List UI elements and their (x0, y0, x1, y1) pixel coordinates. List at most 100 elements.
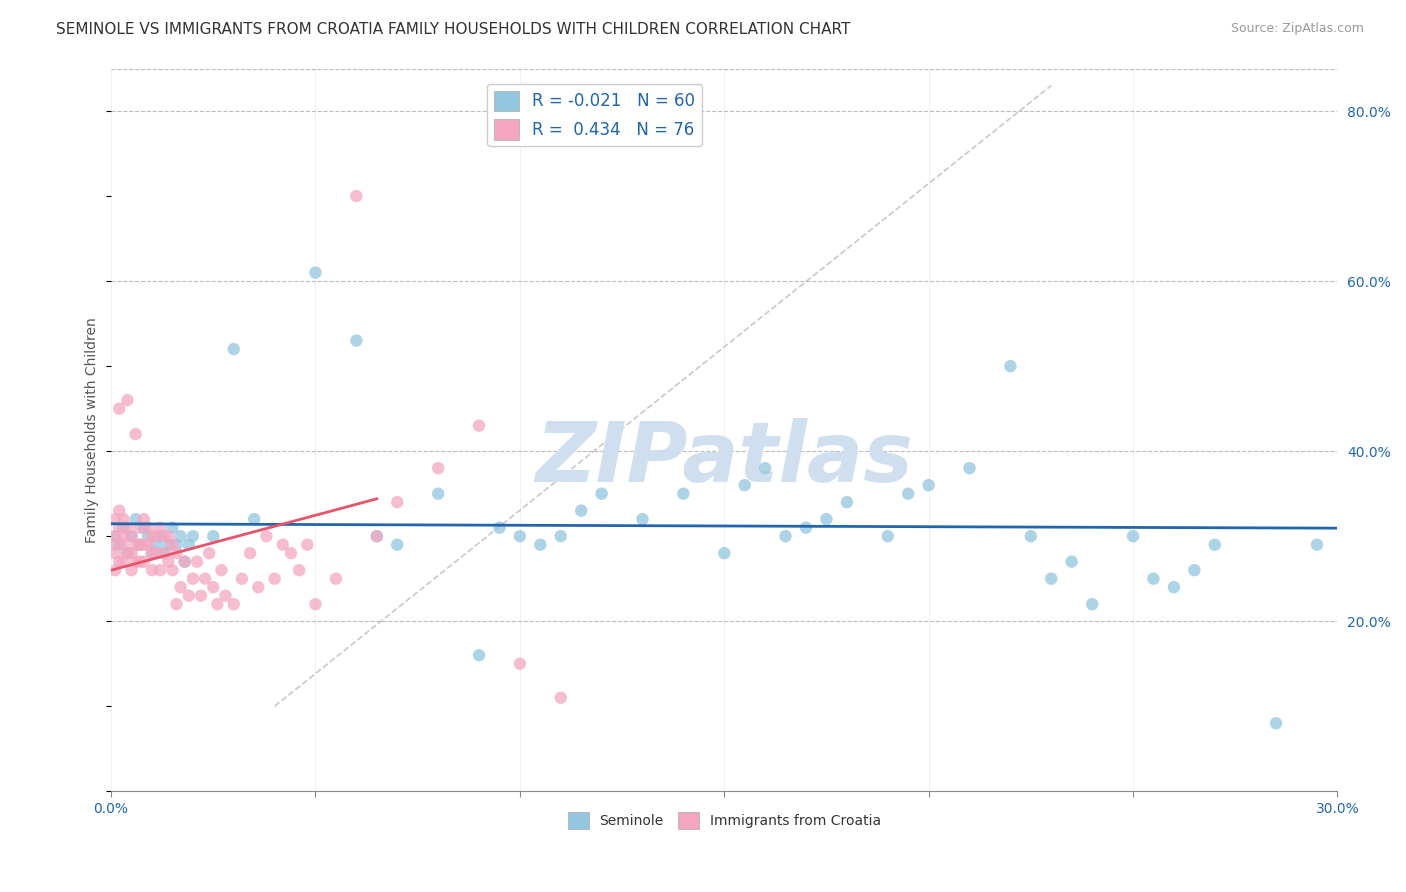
Point (1040, 572, 1063, 586)
Point (136, 529, 159, 543)
Point (387, 495, 409, 509)
Point (1122, 529, 1144, 543)
Point (529, 538, 551, 552)
Point (124, 512, 146, 526)
Point (177, 538, 200, 552)
Point (141, 546, 163, 560)
Point (112, 521, 135, 535)
Point (108, 538, 131, 552)
Point (247, 580, 270, 594)
Point (128, 538, 150, 552)
Point (550, 690, 572, 705)
Point (509, 529, 531, 543)
Point (145, 546, 167, 560)
Point (157, 555, 180, 569)
Point (1265, 716, 1288, 731)
Point (271, 538, 294, 552)
Point (112, 555, 135, 569)
Point (121, 546, 143, 560)
Point (214, 589, 236, 603)
Legend: Seminole, Immigrants from Croatia: Seminole, Immigrants from Croatia (562, 807, 886, 835)
Point (1000, 359, 1022, 373)
Point (211, 563, 233, 577)
Point (132, 512, 155, 526)
Point (169, 580, 191, 594)
Point (157, 529, 180, 543)
Point (280, 546, 302, 560)
Point (124, 427, 146, 442)
Point (124, 555, 146, 569)
Point (468, 418, 491, 433)
Point (169, 529, 191, 543)
Point (141, 529, 163, 543)
Point (591, 486, 613, 500)
Point (263, 572, 285, 586)
Point (149, 529, 172, 543)
Point (186, 555, 208, 569)
Point (754, 461, 776, 475)
Point (190, 589, 212, 603)
Point (243, 512, 266, 526)
Point (108, 521, 131, 535)
Point (207, 597, 229, 611)
Point (108, 555, 131, 569)
Point (104, 563, 127, 577)
Point (222, 342, 245, 356)
Point (145, 538, 167, 552)
Point (509, 657, 531, 671)
Point (1306, 538, 1329, 552)
Point (734, 478, 756, 492)
Point (1019, 529, 1042, 543)
Point (775, 529, 797, 543)
Point (136, 521, 159, 535)
Point (897, 486, 920, 500)
Point (366, 529, 388, 543)
Y-axis label: Family Households with Children: Family Households with Children (86, 317, 100, 542)
Point (104, 529, 127, 543)
Point (239, 546, 262, 560)
Point (112, 512, 135, 526)
Point (117, 393, 139, 408)
Point (194, 572, 217, 586)
Point (387, 538, 409, 552)
Point (254, 529, 277, 543)
Point (231, 572, 253, 586)
Point (153, 529, 176, 543)
Point (121, 529, 143, 543)
Point (202, 580, 225, 594)
Point (177, 589, 200, 603)
Point (153, 546, 176, 560)
Point (132, 555, 155, 569)
Point (117, 546, 139, 560)
Point (297, 538, 319, 552)
Point (468, 648, 491, 663)
Point (427, 486, 450, 500)
Point (1182, 563, 1205, 577)
Point (876, 529, 898, 543)
Point (198, 546, 221, 560)
Point (1142, 572, 1164, 586)
Point (344, 334, 367, 348)
Point (153, 546, 176, 560)
Point (1163, 580, 1185, 594)
Point (162, 538, 184, 552)
Point (128, 555, 150, 569)
Point (162, 563, 184, 577)
Point (569, 504, 592, 518)
Point (166, 597, 188, 611)
Point (136, 538, 159, 552)
Point (104, 512, 127, 526)
Point (141, 563, 163, 577)
Point (304, 597, 326, 611)
Point (325, 572, 347, 586)
Point (104, 529, 127, 543)
Point (121, 563, 143, 577)
Point (132, 538, 155, 552)
Point (145, 529, 167, 543)
Point (427, 461, 450, 475)
Point (141, 546, 163, 560)
Point (1204, 538, 1226, 552)
Point (117, 546, 139, 560)
Point (157, 538, 180, 552)
Point (104, 546, 127, 560)
